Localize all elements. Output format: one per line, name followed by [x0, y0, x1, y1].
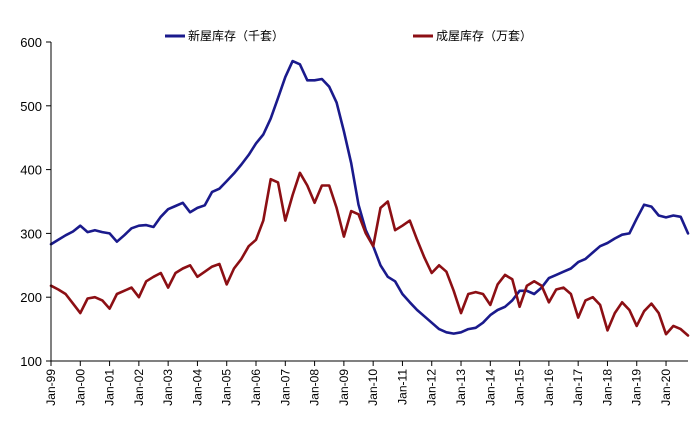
x-tick-label: Jan-05	[220, 369, 234, 406]
x-tick-label: Jan-11	[395, 369, 409, 405]
legend-label-new-home-inventory: 新屋库存（千套）	[188, 28, 284, 43]
y-tick-label: 600	[20, 35, 42, 50]
x-tick-label: Jan-04	[190, 369, 204, 406]
x-tick-label: Jan-99	[44, 369, 58, 406]
x-tick-label: Jan-02	[132, 369, 146, 406]
x-tick-label: Jan-15	[513, 369, 527, 406]
x-tick-label: Jan-20	[659, 369, 673, 406]
x-tick-label: Jan-06	[249, 369, 263, 406]
x-tick-label: Jan-00	[73, 369, 87, 406]
legend-label-existing-home-inventory: 成屋库存（万套）	[436, 28, 532, 43]
series-line-existing-home-inventory	[49, 171, 690, 337]
x-tick-label: Jan-13	[454, 369, 468, 406]
x-tick-label: Jan-09	[337, 369, 351, 406]
y-tick-label: 200	[20, 290, 42, 305]
legend: 新屋库存（千套） 成屋库存（万套）	[165, 28, 532, 43]
x-tick-label: Jan-10	[366, 369, 380, 406]
y-tick-label: 100	[20, 354, 42, 369]
y-tick-label: 500	[20, 99, 42, 114]
x-tick-label: Jan-08	[308, 369, 322, 406]
x-tick-label: Jan-18	[600, 369, 614, 406]
x-tick-label: Jan-01	[103, 369, 117, 406]
x-tick-label: Jan-03	[161, 369, 175, 406]
y-tick-label: 400	[20, 163, 42, 178]
x-tick-label: Jan-12	[425, 369, 439, 406]
y-tick-label: 300	[20, 226, 42, 241]
x-axis-ticks: Jan-99 Jan-00 Jan-01 Jan-02 Jan-03 Jan-04 Jan-…	[44, 361, 673, 406]
x-tick-label: Jan-19	[630, 369, 644, 406]
series-layer	[49, 59, 690, 337]
x-tick-label: Jan-07	[278, 369, 292, 406]
x-tick-label: Jan-17	[571, 369, 585, 406]
y-axis-ticks: 100 200 300 400 500 600	[20, 35, 51, 369]
x-tick-label: Jan-16	[542, 369, 556, 406]
series-line-new-home-inventory	[49, 59, 690, 335]
x-tick-label: Jan-14	[483, 369, 497, 406]
